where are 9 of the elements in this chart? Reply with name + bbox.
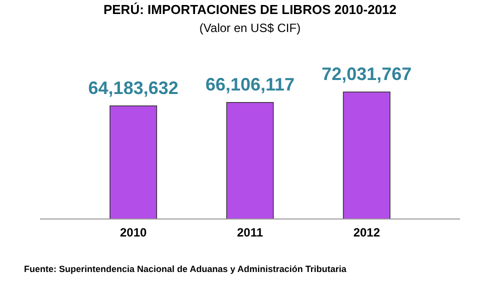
x-tick-label: 2012 [353, 225, 380, 240]
source-note: Fuente: Superintendencia Nacional de Aduanas y Administración Tributaria [24, 264, 348, 274]
x-tick-label: 2010 [120, 225, 148, 240]
data-label: 64,183,632 [88, 78, 178, 98]
chart-subtitle: (Valor en US$ CIF) [199, 21, 301, 35]
x-tick-label: 2011 [236, 225, 264, 240]
data-label: 72,031,767 [322, 64, 412, 84]
data-label: 66,106,117 [205, 74, 295, 94]
chart-title: PERÚ: IMPORTACIONES DE LIBROS 2010-2012 [103, 2, 397, 17]
